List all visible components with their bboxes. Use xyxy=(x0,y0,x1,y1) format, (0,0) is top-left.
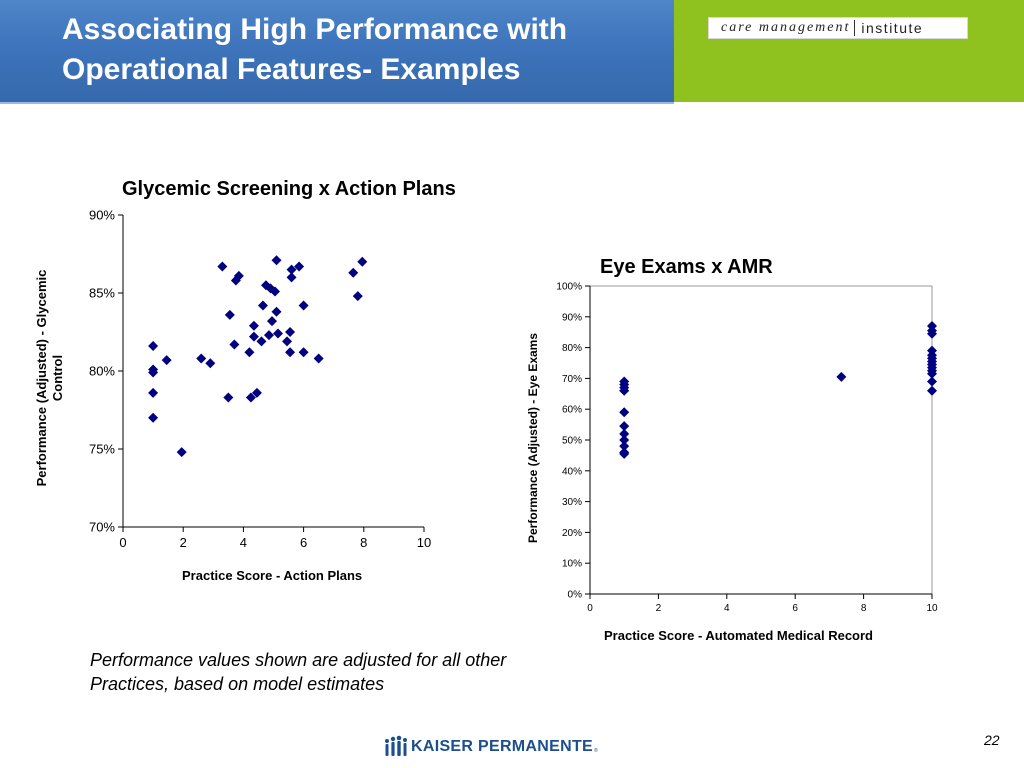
kaiser-permanente-wordmark: KAISER PERMANENTE xyxy=(411,738,594,755)
page-number: 22 xyxy=(984,732,1000,748)
chart1-title: Glycemic Screening x Action Plans xyxy=(122,178,456,200)
chart1-point xyxy=(357,256,368,267)
chart2-point xyxy=(836,371,847,382)
chart1-point xyxy=(248,320,259,331)
logo-text-care-management: care management xyxy=(709,20,856,36)
chart2-xlabel: Practice Score - Automated Medical Recor… xyxy=(604,628,873,643)
chart1-xtick-label: 6 xyxy=(300,535,307,550)
chart1-point xyxy=(229,339,240,350)
chart1-point xyxy=(285,327,296,337)
chart2-xtick-label: 2 xyxy=(656,603,662,614)
chart1-xtick-label: 4 xyxy=(240,535,247,550)
chart1-xtick-label: 0 xyxy=(119,535,126,550)
chart1-xtick-label: 2 xyxy=(180,535,187,550)
chart1-point xyxy=(352,291,363,302)
chart1-point xyxy=(217,261,228,272)
chart1-ytick-label: 75% xyxy=(89,442,115,457)
chart2-point xyxy=(927,385,937,396)
chart2-ytick-label: 100% xyxy=(556,282,582,293)
chart2-xtick-label: 6 xyxy=(792,603,798,614)
chart1-point xyxy=(298,300,309,311)
chart2-point xyxy=(619,385,630,396)
chart1-point xyxy=(285,347,296,358)
chart1-point xyxy=(251,387,262,398)
chart1-point xyxy=(148,412,159,423)
chart1-point xyxy=(196,353,207,364)
chart1-point xyxy=(263,330,274,341)
chart2-point xyxy=(927,328,937,339)
chart1-point xyxy=(224,309,235,320)
chart1-point xyxy=(298,347,309,358)
chart1-point xyxy=(233,270,244,281)
slide-title: Associating High Performance with Operat… xyxy=(62,13,568,86)
kaiser-permanente-logo: KAISER PERMANENTE ® xyxy=(383,735,598,759)
chart1-xtick-label: 10 xyxy=(417,535,431,550)
chart2-point xyxy=(619,428,630,439)
chart1-point xyxy=(148,341,159,352)
footnote-text: Performance values shown are adjusted fo… xyxy=(90,650,507,694)
chart2-point xyxy=(927,376,937,387)
chart1-point xyxy=(266,316,277,327)
chart2-title: Eye Exams x AMR xyxy=(600,256,773,278)
chart1-ytick-label: 80% xyxy=(89,364,115,379)
chart1-ytick-label: 90% xyxy=(89,208,115,223)
chart2-point xyxy=(619,407,630,418)
chart1-point xyxy=(286,264,297,275)
care-management-institute-logo: care management institute xyxy=(708,17,968,39)
chart2-point xyxy=(619,448,630,459)
chart1-point xyxy=(348,267,359,278)
chart1-point xyxy=(148,367,159,378)
chart1-point xyxy=(161,355,172,366)
chart2-ytick-label: 80% xyxy=(562,343,582,354)
chart1-point xyxy=(286,272,297,283)
chart1-point xyxy=(282,336,293,347)
chart1-point xyxy=(256,336,267,347)
chart1-point xyxy=(176,447,187,458)
chart2-xtick-label: 10 xyxy=(926,603,938,614)
chart2-point xyxy=(619,435,630,445)
chart1-point xyxy=(205,358,216,369)
chart1-point xyxy=(294,261,305,272)
chart2-plot-frame xyxy=(589,285,933,595)
chart2-ytick-label: 60% xyxy=(562,405,582,416)
chart1-point xyxy=(248,331,259,342)
chart1-point xyxy=(223,392,234,403)
chart1-ytick-label: 70% xyxy=(89,520,115,535)
chart2-point xyxy=(927,368,937,379)
chart2-ytick-label: 40% xyxy=(562,466,582,477)
chart2-point xyxy=(619,441,630,452)
chart1-point xyxy=(257,300,268,311)
chart2-point xyxy=(619,421,630,432)
chart1-point xyxy=(148,387,159,398)
chart2-ytick-label: 50% xyxy=(562,436,582,447)
chart1-ytick-label: 85% xyxy=(89,286,115,301)
chart2-ytick-label: 10% xyxy=(562,559,582,570)
chart2-xtick-label: 8 xyxy=(861,603,867,614)
chart1-point xyxy=(271,306,282,317)
chart1-point xyxy=(271,255,282,266)
chart1-point xyxy=(273,328,284,339)
chart1-point xyxy=(245,392,256,403)
chart1-point xyxy=(270,286,281,297)
logo-text-institute: institute xyxy=(861,20,924,36)
chart1-xlabel: Practice Score - Action Plans xyxy=(182,568,363,583)
chart2-ytick-label: 70% xyxy=(562,374,582,385)
header-banner xyxy=(0,0,674,104)
chart2-ytick-label: 20% xyxy=(562,528,582,539)
chart1-point xyxy=(244,347,255,358)
chart1-xtick-label: 8 xyxy=(360,535,367,550)
kaiser-figures-icon xyxy=(385,735,407,756)
chart2-ytick-label: 90% xyxy=(562,312,582,323)
chart2-xtick-label: 0 xyxy=(587,603,593,614)
chart2-ytick-label: 30% xyxy=(562,497,582,508)
chart1-point xyxy=(313,353,324,364)
chart2-ytick-label: 0% xyxy=(568,590,583,601)
registered-mark: ® xyxy=(594,748,598,754)
chart2-xtick-label: 4 xyxy=(724,603,730,614)
